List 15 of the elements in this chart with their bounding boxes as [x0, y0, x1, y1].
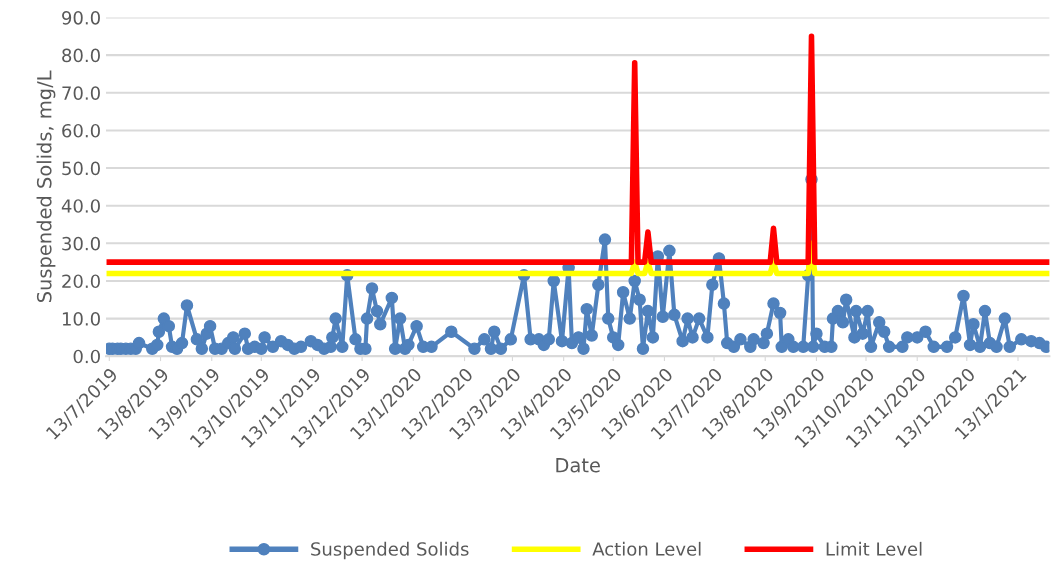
y-tick-label: 70.0 [62, 86, 100, 100]
legend-label: Action Level [592, 541, 701, 556]
y-tick-label: 90.0 [62, 10, 100, 25]
y-tick-label: 60.0 [62, 123, 100, 138]
y-tick-label: 10.0 [62, 312, 100, 326]
y-tick-label: 40.0 [61, 199, 100, 213]
legend-label: Limit Level [826, 541, 922, 556]
y-tick-label: 50.0 [62, 161, 100, 176]
y-tick-label: 30.0 [62, 236, 100, 251]
x-axis-title: Date [556, 458, 600, 473]
y-tick-label: 20.0 [62, 274, 100, 289]
legend-label: Suspended Solids [311, 541, 469, 560]
y-tick-label: 80.0 [62, 48, 100, 63]
y-axis-title: Suspended Solids, mg/L [36, 70, 56, 302]
y-tick-label: 0.0 [73, 349, 100, 364]
